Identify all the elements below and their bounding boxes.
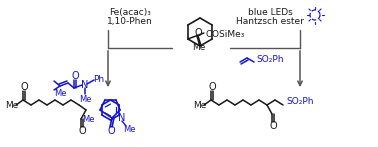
Text: Me: Me [79,95,91,103]
Text: 1,10-Phen: 1,10-Phen [107,16,153,25]
Text: N: N [81,80,89,90]
Text: O: O [194,28,202,38]
Text: O: O [208,82,216,92]
Text: SO₂Ph: SO₂Ph [286,97,314,106]
Text: OOSiMe₃: OOSiMe₃ [205,30,245,39]
Text: O: O [78,126,86,136]
Text: Me: Me [54,88,66,97]
Text: Ph: Ph [93,75,105,83]
Text: Hantzsch ester: Hantzsch ester [236,16,304,25]
Text: Fe(acac)₃: Fe(acac)₃ [109,7,151,16]
Text: Me: Me [5,101,19,110]
Text: blue LEDs: blue LEDs [248,7,292,16]
Text: Me: Me [193,101,206,110]
Text: Me: Me [192,42,205,51]
Text: Me: Me [82,115,94,123]
Text: N: N [118,113,126,123]
Text: O: O [107,126,115,136]
Text: Me: Me [123,125,135,133]
Text: O: O [20,82,28,92]
Text: O: O [269,121,277,131]
Text: O: O [71,71,79,81]
Text: SO₂Ph: SO₂Ph [256,55,284,64]
